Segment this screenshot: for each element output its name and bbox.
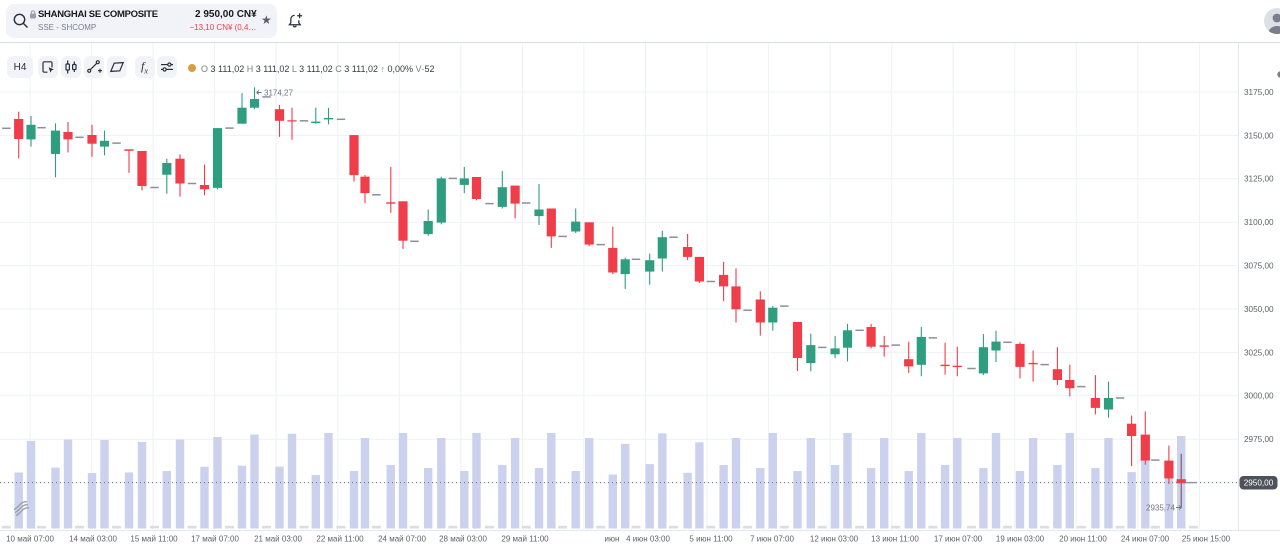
svg-text:5 июн 11:00: 5 июн 11:00 [689,535,733,544]
svg-text:13 июн 11:00: 13 июн 11:00 [871,535,919,544]
svg-text:3150,00: 3150,00 [1244,131,1274,140]
svg-text:3075,00: 3075,00 [1244,262,1274,271]
svg-text:24 май 07:00: 24 май 07:00 [378,535,426,544]
svg-text:12 июн 03:00: 12 июн 03:00 [810,535,859,544]
svg-text:3000,00: 3000,00 [1244,392,1274,401]
svg-text:3100,00: 3100,00 [1244,218,1274,227]
svg-text:3174,27: 3174,27 [264,88,293,97]
svg-text:15 май 11:00: 15 май 11:00 [130,535,178,544]
svg-text:20 июн 11:00: 20 июн 11:00 [1059,535,1107,544]
svg-text:3175,00: 3175,00 [1244,88,1274,97]
svg-text:3050,00: 3050,00 [1244,305,1274,314]
svg-text:29 май 11:00: 29 май 11:00 [501,535,549,544]
svg-text:17 июн 07:00: 17 июн 07:00 [934,535,983,544]
svg-text:июн: июн [605,535,620,544]
svg-text:4 июн 03:00: 4 июн 03:00 [626,535,670,544]
svg-text:3125,00: 3125,00 [1244,175,1274,184]
svg-text:24 июн 07:00: 24 июн 07:00 [1121,535,1170,544]
svg-text:2975,00: 2975,00 [1244,435,1274,444]
svg-text:10 май 07:00: 10 май 07:00 [6,535,54,544]
svg-text:19 июн 03:00: 19 июн 03:00 [996,535,1045,544]
svg-text:14 май 03:00: 14 май 03:00 [69,535,117,544]
svg-text:2950,00: 2950,00 [1244,479,1274,488]
svg-text:17 май 07:00: 17 май 07:00 [191,535,239,544]
svg-text:28 май 03:00: 28 май 03:00 [439,535,487,544]
svg-text:22 май 11:00: 22 май 11:00 [316,535,364,544]
svg-text:21 май 03:00: 21 май 03:00 [254,535,302,544]
svg-text:3025,00: 3025,00 [1244,348,1274,357]
svg-text:25 июн 15:00: 25 июн 15:00 [1182,535,1231,544]
svg-text:2935,74: 2935,74 [1146,503,1175,512]
svg-text:7 июн 07:00: 7 июн 07:00 [750,535,794,544]
